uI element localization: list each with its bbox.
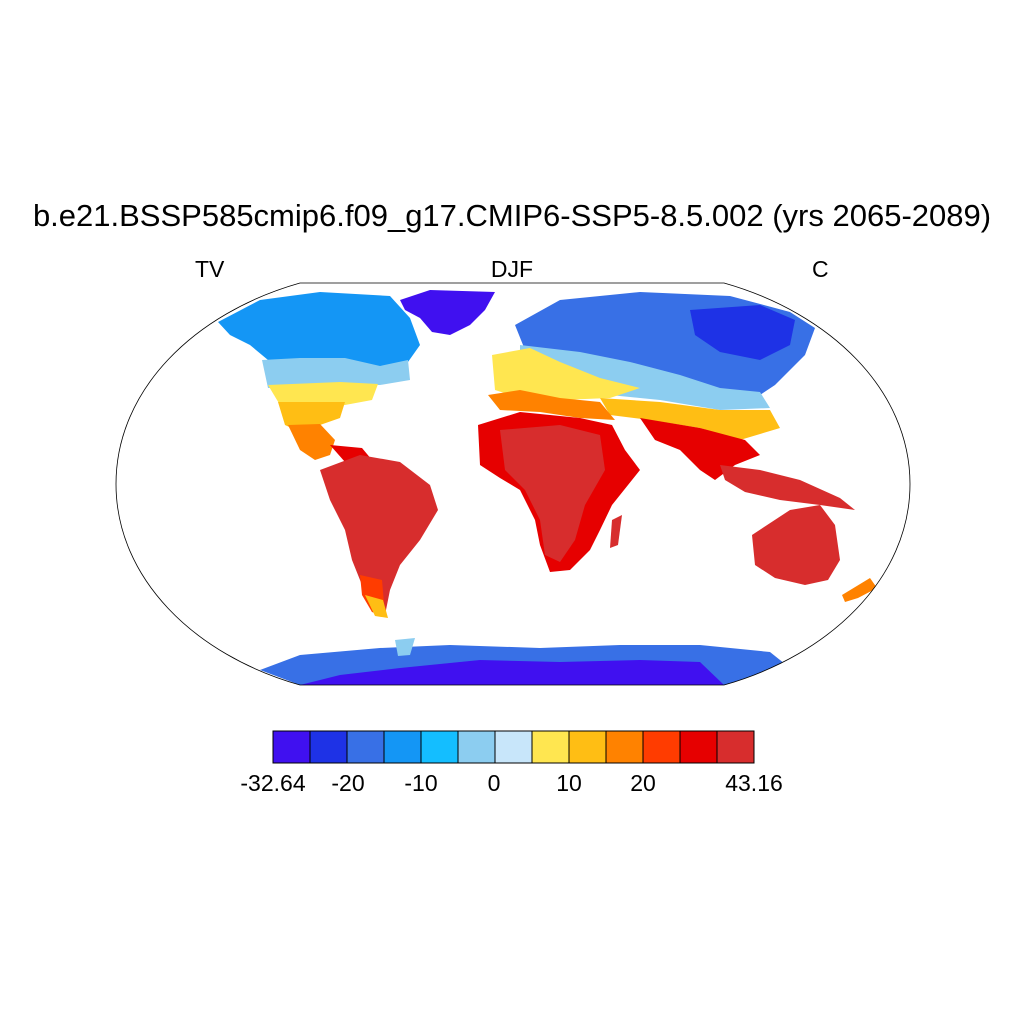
season-label: DJF <box>490 256 534 282</box>
new-zealand <box>842 578 877 602</box>
colorbar-label-minus10: -10 <box>404 770 438 796</box>
central-america <box>288 424 335 460</box>
colorbar-swatch <box>568 730 607 764</box>
north-america-mild <box>268 382 378 408</box>
north-africa-warm <box>488 390 615 420</box>
colorbar-swatch <box>679 730 718 764</box>
southeast-asia-islands <box>720 465 855 510</box>
australia <box>752 505 840 585</box>
colorbar-swatch <box>605 730 644 764</box>
patagonia <box>365 595 388 618</box>
asia-warm <box>600 398 780 440</box>
greenland-region <box>400 290 495 335</box>
colorbar-swatch <box>716 730 755 764</box>
north-america-warm <box>278 402 345 432</box>
madagascar <box>610 515 622 548</box>
colorbar-swatch <box>420 730 459 764</box>
land-temperature-field <box>218 290 877 685</box>
colorbar-swatch <box>346 730 385 764</box>
colorbar-swatch <box>531 730 570 764</box>
north-america-cool <box>262 358 410 388</box>
colorbar-swatch <box>272 730 311 764</box>
colorbar-label-10: 10 <box>556 770 582 796</box>
north-america-cold <box>218 292 420 368</box>
units-label: C <box>812 256 829 282</box>
colorbar-swatch <box>309 730 348 764</box>
colorbar-label-min: -32.64 <box>240 770 306 796</box>
africa-central-hot <box>500 425 605 562</box>
colorbar-label-minus20: -20 <box>331 770 365 796</box>
colorbar-label-20: 20 <box>630 770 656 796</box>
antarctic-peninsula <box>395 638 415 656</box>
colorbar-label-0: 0 <box>487 770 501 796</box>
asia-south <box>640 418 760 480</box>
antarctica-interior <box>300 660 724 685</box>
globe-outline <box>115 282 911 686</box>
colorbar-label-max: 43.16 <box>725 770 783 796</box>
eurasia-central-cool <box>520 345 770 410</box>
eurasia-siberia <box>690 305 795 360</box>
variable-label: TV <box>195 256 225 282</box>
colorbar-swatch <box>383 730 422 764</box>
map-title: b.e21.BSSP585cmip6.f09_g17.CMIP6-SSP5-8.… <box>32 198 992 233</box>
europe-mild <box>492 348 640 400</box>
colorbar-swatch <box>494 730 533 764</box>
colorbar <box>272 730 755 764</box>
colorbar-swatch <box>642 730 681 764</box>
south-america <box>320 455 438 615</box>
colorbar-swatch <box>457 730 496 764</box>
